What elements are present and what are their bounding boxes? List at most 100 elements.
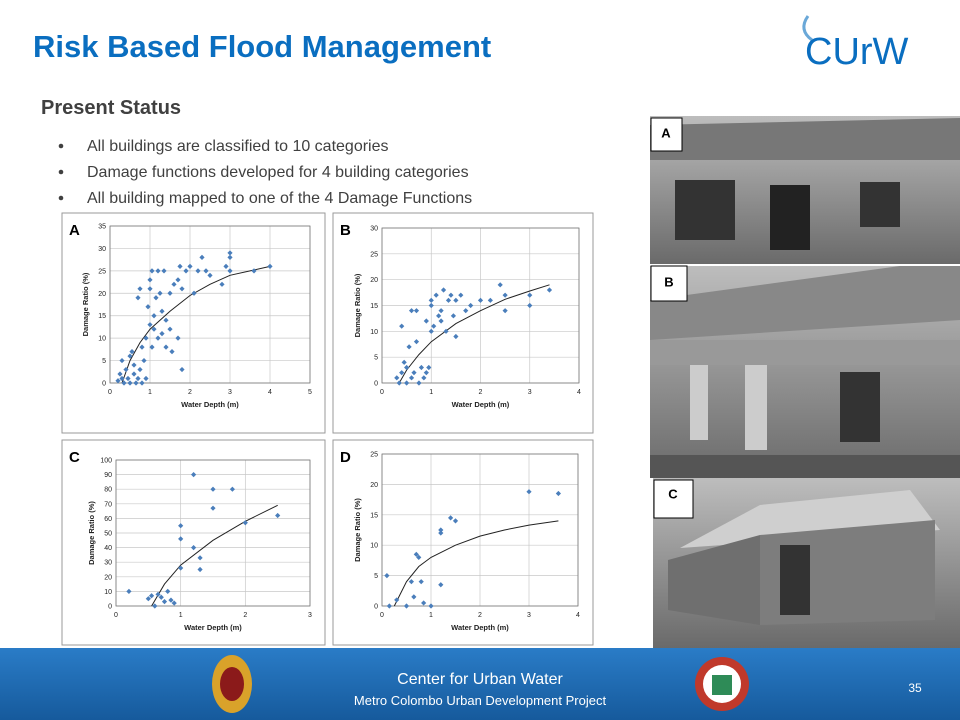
y-tick-label: 25 (370, 452, 378, 459)
data-point (155, 591, 161, 597)
bullet-dot (58, 169, 64, 175)
data-point (121, 380, 127, 386)
data-point (443, 328, 449, 334)
x-tick-label: 0 (380, 612, 384, 619)
footer-title: Center for Urban Water (397, 671, 563, 688)
data-point (428, 328, 434, 334)
y-axis-label: Damage Ratio (%) (81, 272, 90, 336)
y-tick-label: 50 (104, 531, 112, 538)
data-point (165, 588, 171, 594)
x-tick-label: 4 (577, 389, 581, 396)
data-point (527, 302, 533, 309)
curw-logo: CUrW (802, 15, 909, 73)
panel-label: C (69, 449, 80, 466)
data-point (227, 250, 233, 256)
photo-a (650, 116, 960, 264)
plot-border (381, 453, 579, 607)
data-point (423, 370, 429, 376)
panel-label: D (340, 449, 351, 466)
data-point (149, 268, 155, 274)
data-point (152, 603, 158, 609)
data-point (413, 551, 419, 557)
y-tick-label: 10 (370, 543, 378, 550)
data-point (195, 268, 201, 274)
data-point (191, 290, 197, 296)
data-point (463, 308, 469, 314)
data-point (421, 600, 427, 606)
y-axis-label: Damage Ratio (%) (87, 501, 96, 565)
data-point (117, 371, 123, 377)
y-tick-label: 30 (98, 246, 106, 253)
y-tick-label: 25 (98, 268, 106, 275)
data-point (418, 364, 424, 371)
data-point (153, 295, 159, 301)
data-point (197, 555, 203, 561)
y-tick-label: 0 (108, 604, 112, 611)
data-point (115, 378, 121, 384)
data-point (502, 308, 508, 314)
data-point (399, 323, 405, 329)
data-point (119, 357, 125, 364)
y-tick-label: 5 (374, 573, 378, 580)
data-point (384, 573, 390, 579)
data-point (399, 370, 405, 376)
footer-band (0, 648, 960, 720)
x-tick-label: 3 (528, 389, 532, 396)
plot-border (109, 225, 311, 384)
data-point (458, 292, 464, 298)
data-point (178, 536, 184, 542)
data-point (131, 371, 137, 377)
data-point (406, 344, 412, 350)
data-point (453, 333, 459, 340)
emblem-left (212, 655, 252, 713)
photo-label: A (661, 125, 671, 140)
data-point (147, 322, 153, 328)
data-point (179, 286, 185, 292)
y-tick-label: 80 (104, 487, 112, 494)
data-point (433, 292, 439, 298)
slide-title: Risk Based Flood Management (33, 29, 491, 64)
data-point (527, 292, 533, 298)
data-point (147, 286, 153, 292)
y-tick-label: 0 (102, 381, 106, 388)
x-axis-label: Water Depth (m) (184, 623, 242, 632)
y-tick-label: 20 (104, 574, 112, 581)
data-point (227, 254, 233, 260)
data-point (207, 272, 213, 278)
data-point (416, 554, 422, 560)
y-tick-label: 20 (98, 291, 106, 298)
data-point (143, 375, 149, 382)
data-point (428, 302, 434, 309)
data-point (386, 603, 392, 609)
bullet-text: All buildings are classified to 10 categ… (87, 138, 389, 155)
data-point (177, 263, 183, 269)
data-point (149, 344, 155, 350)
footer-subtitle: Metro Colombo Urban Development Project (354, 693, 607, 708)
y-tick-label: 35 (98, 224, 106, 231)
data-point (148, 593, 155, 599)
y-tick-label: 15 (98, 313, 106, 320)
data-point (161, 599, 168, 605)
y-tick-label: 100 (100, 458, 112, 465)
data-point (438, 530, 444, 536)
data-point (135, 295, 141, 301)
data-point (199, 254, 205, 260)
data-point (404, 364, 410, 371)
y-tick-label: 10 (370, 329, 378, 336)
data-point (275, 512, 281, 519)
y-tick-label: 10 (98, 336, 106, 343)
x-tick-label: 5 (308, 389, 312, 396)
y-tick-label: 0 (374, 381, 378, 388)
data-point (477, 297, 484, 303)
data-point (468, 302, 474, 309)
y-axis-label: Damage Ratio (%) (353, 273, 362, 337)
data-point (125, 375, 131, 382)
x-tick-label: 4 (576, 612, 580, 619)
data-point (145, 304, 151, 310)
y-tick-label: 5 (102, 358, 106, 365)
data-point (242, 520, 248, 526)
emblem-right (695, 657, 749, 711)
data-point (453, 297, 459, 303)
data-point (423, 318, 429, 324)
